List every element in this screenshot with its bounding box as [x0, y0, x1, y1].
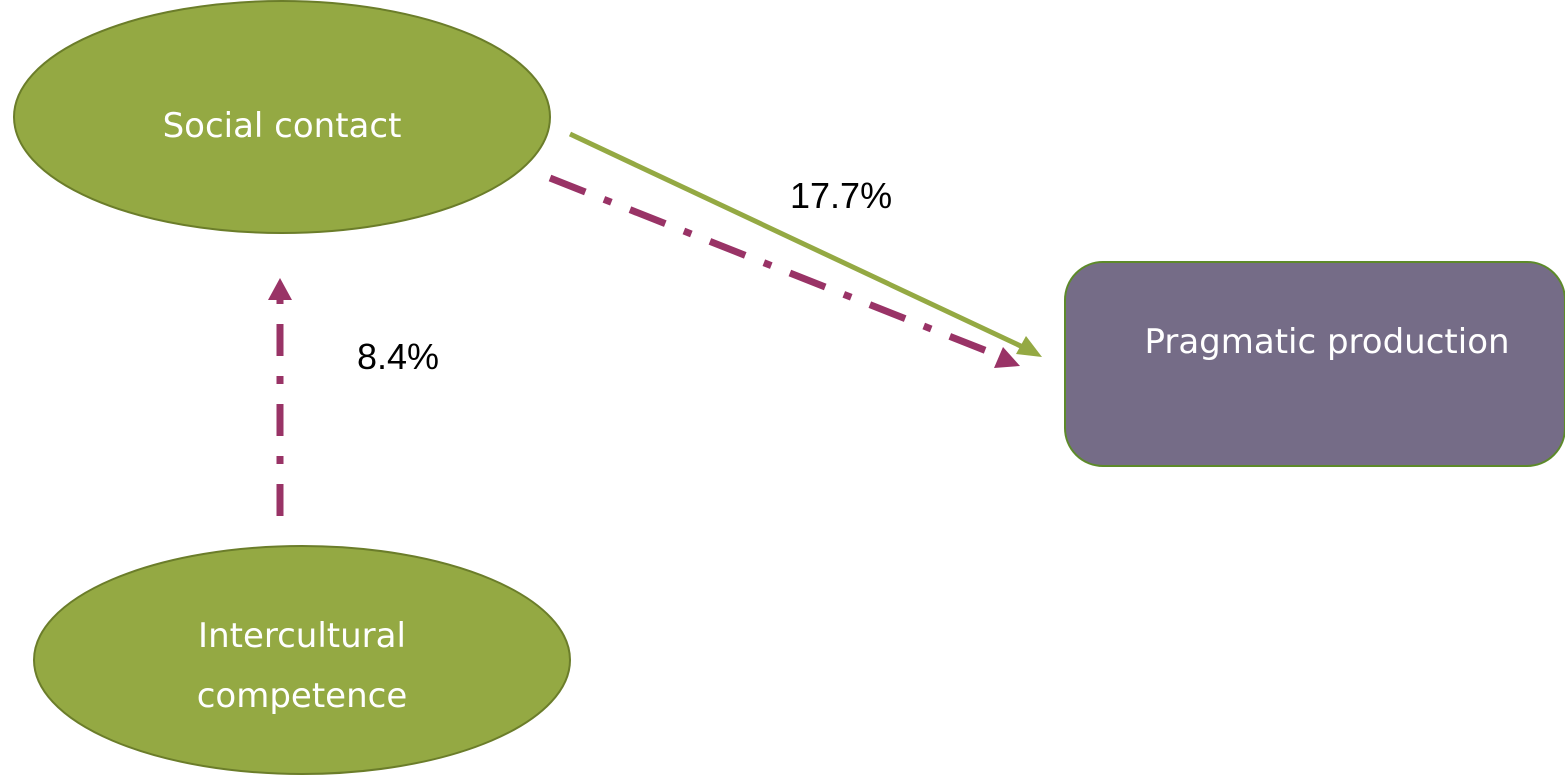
- intercultural-competence-label-line2: competence: [197, 676, 408, 716]
- intercultural-competence-label-line1: Intercultural: [198, 616, 406, 656]
- node-pragmatic-production: Pragmatic production: [1064, 261, 1565, 467]
- node-intercultural-competence: Intercultural competence: [33, 545, 571, 775]
- edge-label-social-to-pragmatic: 17.7%: [790, 175, 892, 216]
- edge-label-intercultural-to-social: 8.4%: [357, 336, 439, 377]
- edge-intercultural-to-social: [268, 278, 292, 516]
- solid-arrow-line: [568, 131, 1029, 352]
- edge-social-to-pragmatic-indirect: [548, 174, 1020, 368]
- pragmatic-production-box: [1064, 261, 1565, 467]
- intercultural-competence-ellipse: [33, 545, 571, 775]
- solid-arrow-head: [1016, 336, 1042, 357]
- social-contact-ellipse: [13, 0, 551, 234]
- node-social-contact: Social contact: [13, 0, 551, 234]
- edge-social-to-pragmatic: [568, 131, 1042, 357]
- vertical-dashed-arrow-head: [268, 278, 292, 300]
- pragmatic-production-label: Pragmatic production: [1144, 322, 1509, 362]
- dashed-arrow-head: [994, 347, 1020, 368]
- social-contact-label: Social contact: [163, 106, 402, 146]
- dashed-arrow-line: [548, 174, 1004, 361]
